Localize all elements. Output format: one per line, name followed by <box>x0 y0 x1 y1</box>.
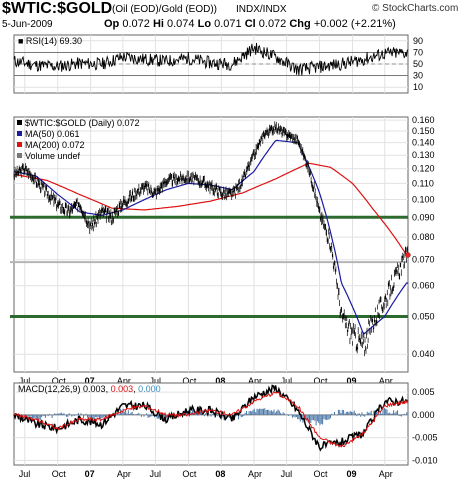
macd-x-tick-label: 09 <box>346 469 356 479</box>
price-legend-entry: MA(200) 0.072 <box>25 140 85 150</box>
price-x-tick-label: Jul <box>19 376 31 386</box>
price-legend-entry: $WTIC:$GOLD (Daily) 0.072 <box>25 118 140 128</box>
price-tick-label: 0.110 <box>412 178 434 188</box>
price-x-tick-label: Apr <box>379 376 393 386</box>
op-value: 0.072 <box>122 18 150 30</box>
price-tick-label: 0.090 <box>412 212 435 222</box>
price-tick-label: 0.150 <box>412 126 435 136</box>
cl-label: Cl <box>244 18 256 30</box>
stockcharts-brand: © StockCharts.com <box>372 3 459 14</box>
price-legend-entry: Volume undef <box>25 151 81 161</box>
last-close-marker <box>405 252 411 258</box>
rsi-tick-label: 90 <box>413 36 423 46</box>
price-tick-label: 0.100 <box>412 194 435 204</box>
price-tick-label: 0.050 <box>412 312 435 322</box>
rsi-tick-label: 30 <box>413 71 423 81</box>
price-tick-label: 0.080 <box>412 232 435 242</box>
op-label: Op <box>104 18 120 30</box>
macd-legend: MACD(12,26,9) 0.003, 0.003, 0.000 <box>18 384 161 394</box>
price-x-tick-label: 08 <box>215 376 225 386</box>
price-x-tick-label: Oct <box>52 376 67 386</box>
price-tick-label: 0.070 <box>412 255 435 265</box>
price-legend-swatch <box>17 142 22 147</box>
price-x-tick-label: Oct <box>182 376 197 386</box>
macd-x-tick-label: Oct <box>314 469 329 479</box>
price-tick-label: 0.060 <box>412 281 435 291</box>
macd-tick-label: -0.010 <box>412 455 438 465</box>
price-legend-swatch <box>17 153 22 158</box>
rsi-tick-label: 50 <box>413 59 423 69</box>
macd-tick-label: -0.005 <box>412 433 438 443</box>
chart-symbol: $WTIC:$GOLD <box>2 0 113 17</box>
price-tick-label: 0.130 <box>412 150 435 160</box>
macd-x-tick-label: Oct <box>52 469 67 479</box>
price-x-tick-label: 09 <box>346 376 356 386</box>
macd-line <box>13 384 409 452</box>
hi-value: 0.074 <box>167 18 195 30</box>
ohlc-readout: Op 0.072 Hi 0.074 Lo 0.071 Cl 0.072 Chg … <box>104 18 396 30</box>
price-legend-entry: MA(50) 0.061 <box>25 129 80 139</box>
macd-x-tick-label: 07 <box>85 469 95 479</box>
rsi-tick-label: 10 <box>413 82 423 92</box>
rsi-tick-label: 70 <box>413 47 423 57</box>
chg-value: +0.002 (+2.21%) <box>313 18 396 30</box>
price-legend-swatch <box>17 120 22 125</box>
price-bars <box>13 121 409 357</box>
lo-label: Lo <box>197 18 212 30</box>
rsi-legend: ■ RSI(14) 69.30 <box>18 36 82 46</box>
macd-x-tick-label: Apr <box>248 469 262 479</box>
macd-x-tick-label: Apr <box>117 469 131 479</box>
macd-x-tick-label: Jul <box>149 469 161 479</box>
rsi-line <box>13 42 409 76</box>
chart-description: (Oil (EOD)/Gold (EOD)) <box>112 4 217 15</box>
price-x-tick-label: Oct <box>314 376 329 386</box>
macd-x-tick-label: Oct <box>182 469 197 479</box>
price-x-tick-label: Jul <box>281 376 293 386</box>
price-x-tick-label: Apr <box>117 376 131 386</box>
price-panel <box>13 116 409 373</box>
date-label: 5-Jun-2009 <box>2 19 53 30</box>
price-tick-label: 0.140 <box>412 138 435 148</box>
macd-x-tick-label: Apr <box>379 469 393 479</box>
price-x-tick-label: Jul <box>149 376 161 386</box>
price-tick-label: 0.160 <box>412 115 435 125</box>
price-legend-swatch <box>17 131 22 136</box>
ma200-line <box>13 162 408 256</box>
macd-signal-line <box>13 390 409 448</box>
lo-value: 0.071 <box>214 18 242 30</box>
exchange-label: INDX/INDX <box>236 4 287 15</box>
chg-label: Chg <box>289 18 311 30</box>
cl-value: 0.072 <box>258 18 287 30</box>
price-tick-label: 0.120 <box>412 164 435 174</box>
price-tick-label: 0.040 <box>412 349 435 359</box>
price-x-tick-label: 07 <box>85 376 95 386</box>
hi-label: Hi <box>152 18 164 30</box>
macd-x-tick-label: Jul <box>19 469 31 479</box>
price-x-tick-label: Apr <box>248 376 262 386</box>
macd-tick-label: 0.000 <box>412 410 435 420</box>
macd-panel <box>13 382 409 466</box>
macd-tick-label: 0.005 <box>412 387 435 397</box>
macd-x-tick-label: Jul <box>281 469 293 479</box>
macd-x-tick-label: 08 <box>215 469 225 479</box>
